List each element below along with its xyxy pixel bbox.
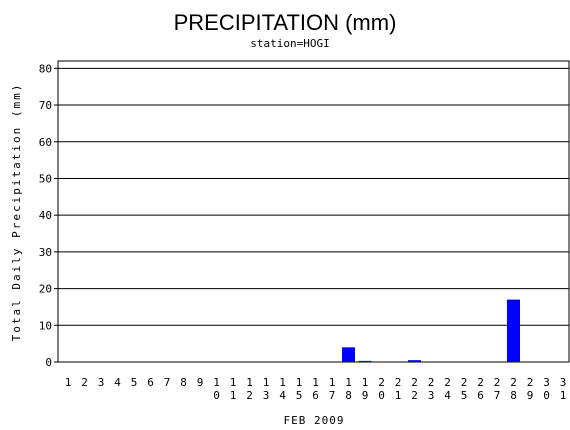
x-tick-label: 4: [114, 376, 121, 389]
y-tick-label: 0: [45, 356, 52, 369]
x-tick-label: 3: [98, 376, 105, 389]
x-tick-label: 5: [131, 376, 138, 389]
y-tick-label: 30: [39, 246, 52, 259]
bar: [358, 360, 372, 362]
x-tick-label: 6: [147, 376, 154, 389]
chart-title: PRECIPITATION (mm): [174, 10, 397, 35]
y-axis-label: Total Daily Precipitation (mm): [10, 83, 23, 342]
plot-frame: [57, 60, 570, 363]
y-tick-label: 50: [39, 172, 52, 185]
y-tick-label: 10: [39, 319, 52, 332]
chart-subtitle: station=HOGI: [250, 37, 329, 50]
x-axis-label: FEB 2009: [284, 414, 345, 427]
bar: [408, 360, 421, 362]
x-tick-label: 2: [81, 376, 88, 389]
y-tick-label: 70: [39, 99, 52, 112]
y-tick-label: 40: [39, 209, 52, 222]
x-tick-label: 1: [65, 376, 72, 389]
bar: [342, 347, 355, 362]
x-tick-label: 7: [164, 376, 171, 389]
x-tick-label: 8: [180, 376, 187, 389]
y-tick-label: 20: [39, 283, 52, 296]
y-tick-label: 80: [39, 62, 52, 75]
x-tick-label: 9: [197, 376, 204, 389]
y-tick-label: 60: [39, 136, 52, 149]
bar: [507, 299, 520, 362]
